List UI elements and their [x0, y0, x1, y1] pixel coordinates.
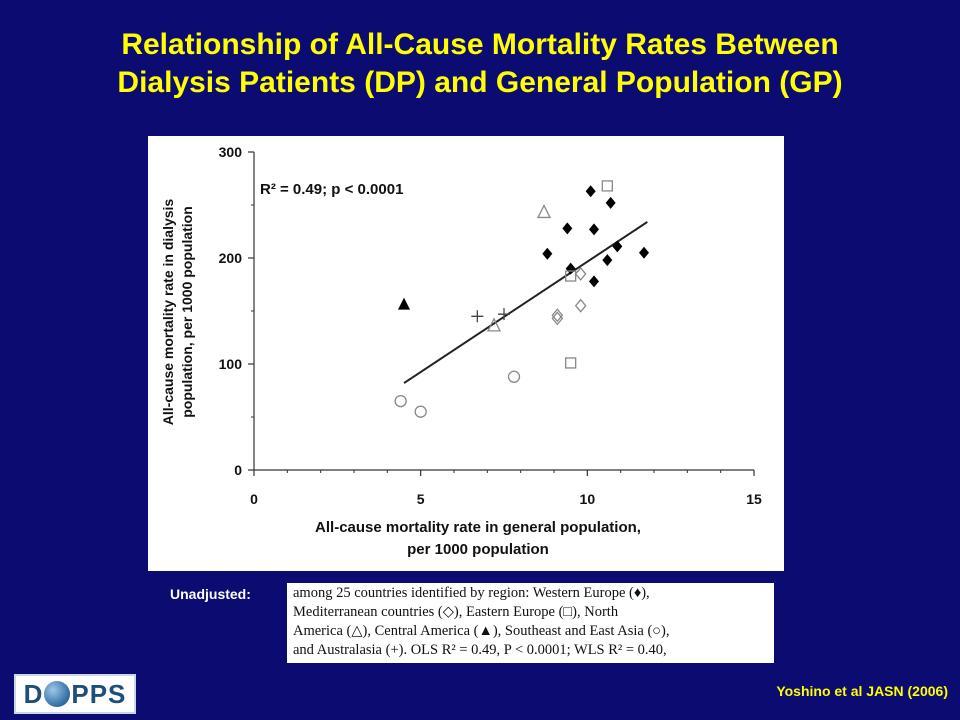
data-point-circle-open	[507, 370, 521, 383]
data-point-triangle-filled	[398, 297, 410, 310]
x-tick-label: 0	[250, 491, 258, 507]
data-point-diamond-open	[551, 311, 564, 326]
data-point-plus	[498, 308, 510, 321]
globe-icon	[44, 681, 71, 707]
caption-box: among 25 countries identified by region:…	[287, 583, 774, 663]
data-point-diamond-filled	[542, 247, 553, 260]
data-point-square-open	[565, 357, 577, 369]
y-axis-label-line2: population, per 1000 population	[179, 206, 195, 418]
slide-title-line1: Relationship of All-Cause Mortality Rate…	[121, 28, 839, 61]
x-tick-label: 15	[746, 491, 762, 507]
data-point-square-open	[565, 270, 577, 282]
caption-line: and Australasia (+). OLS R² = 0.49, P < …	[293, 642, 667, 658]
data-point-diamond-filled	[565, 262, 576, 275]
data-point-triangle-open	[486, 317, 502, 332]
y-axis-label-line1: All-cause mortality rate in dialysis	[160, 199, 176, 426]
caption-line: Mediterranean countries (◇), Eastern Eur…	[293, 604, 619, 620]
x-axis-label-line2: per 1000 population	[407, 541, 549, 558]
x-tick-label: 5	[417, 491, 425, 507]
y-tick-label: 0	[234, 462, 242, 478]
unadjusted-label: Unadjusted:	[170, 586, 251, 602]
data-point-diamond-filled	[562, 222, 573, 235]
logo-letter-d: D	[23, 678, 44, 709]
data-point-diamond-filled	[605, 196, 616, 209]
scatter-chart: 0 100 200 300 0 5 10 15 R² = 0.49; p < 0.0001 A…	[148, 136, 784, 571]
x-tick-label: 10	[580, 491, 596, 507]
data-point-square-open	[601, 180, 613, 192]
y-tick-label: 200	[219, 250, 243, 266]
data-point-circle-open	[414, 405, 427, 418]
data-point-diamond-open	[574, 266, 587, 281]
data-point-diamond-filled	[602, 254, 613, 267]
data-point-diamond-open	[574, 298, 587, 313]
data-point-diamond-open	[551, 308, 564, 323]
r-squared-annotation: R² = 0.49; p < 0.0001	[260, 181, 403, 198]
y-tick-label: 100	[219, 356, 243, 372]
data-point-circle-open	[394, 394, 407, 408]
slide-title-line2: Dialysis Patients (DP) and General Popul…	[117, 66, 843, 99]
caption-line: America (△), Central America (▲), Southe…	[293, 623, 670, 639]
slide-title: Relationship of All-Cause Mortality Rate…	[0, 26, 960, 102]
citation: Yoshino et al JASN (2006)	[776, 683, 948, 699]
caption-line: among 25 countries identified by region:…	[293, 585, 650, 601]
regression-line	[403, 221, 648, 384]
data-point-diamond-filled	[585, 185, 596, 198]
data-point-triangle-open	[536, 203, 552, 219]
logo-letters-pps: PPS	[71, 678, 127, 709]
data-point-diamond-filled	[589, 223, 599, 236]
x-axis-label-line1: All-cause mortality rate in general popu…	[315, 519, 641, 536]
data-point-diamond-filled	[589, 275, 599, 288]
scatter-chart-svg: 0 100 200 300 0 5 10 15 R² = 0.49; p < 0.0001 A…	[160, 144, 762, 558]
y-tick-label: 300	[219, 144, 243, 160]
data-point-diamond-filled	[639, 246, 649, 259]
data-point-diamond-filled	[612, 240, 623, 253]
dopps-logo: D PPS	[14, 674, 136, 714]
data-point-plus	[471, 310, 484, 323]
